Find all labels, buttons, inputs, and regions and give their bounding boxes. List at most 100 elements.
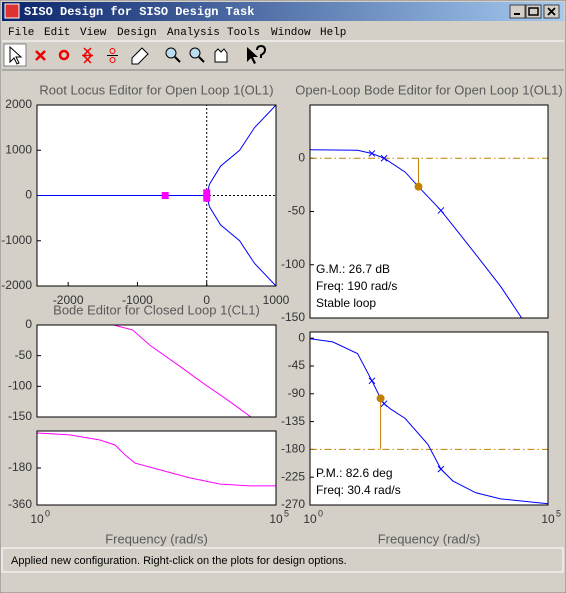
pole-marker (437, 465, 445, 473)
menu-item[interactable]: Window (271, 27, 311, 39)
y-tick-label: 0 (298, 330, 305, 344)
y-tick-label: -50 (15, 348, 33, 362)
y-tick-label: -150 (8, 409, 32, 423)
plot-lines (310, 149, 548, 318)
x-tick-exponent: 0 (318, 508, 323, 518)
curve (37, 432, 276, 487)
y-tick-label: -180 (281, 442, 305, 456)
curve (37, 325, 252, 417)
menu-item[interactable]: Analysis (167, 27, 220, 39)
zoom-handle (174, 56, 181, 63)
menu-item[interactable]: Help (320, 27, 346, 39)
question-icon (256, 44, 267, 58)
x-tick-label: -2000 (53, 293, 84, 307)
erase-tool[interactable] (131, 47, 149, 65)
plot-title: Root Locus Editor for Open Loop 1(OL1) (39, 82, 273, 97)
margin-marker (376, 394, 385, 403)
add-pole[interactable] (35, 50, 46, 61)
x-tick-label: 10 (30, 512, 44, 526)
pole-marker (203, 189, 211, 197)
annotation: Stable loop (316, 296, 376, 310)
y-tick-label: -1000 (1, 233, 32, 247)
y-tick-label: -45 (288, 358, 306, 372)
pole-marker (437, 207, 445, 214)
annotation: P.M.: 82.6 deg (316, 466, 393, 480)
plot-border (36, 104, 277, 287)
pan-tool[interactable] (214, 48, 228, 63)
axes[interactable]: Open-Loop Bode Editor for Open Loop 1(OL… (281, 82, 563, 324)
window-buttons (509, 4, 560, 19)
axes[interactable]: Bode Editor for Closed Loop 1(CL1) -150 -1… (8, 302, 277, 423)
y-tick-label: -2000 (1, 278, 32, 292)
y-tick-label: -90 (288, 386, 306, 400)
plot-border (309, 331, 549, 506)
plot-area (37, 431, 276, 505)
x-tick-exponent: 0 (45, 508, 50, 518)
zoom-handle (198, 56, 205, 63)
margin-marker (414, 182, 423, 191)
title-bar (2, 2, 564, 21)
pole-marker (368, 150, 376, 157)
x-axis-label: Frequency (rad/s) (378, 531, 481, 546)
window-title: SISO Design for SISO Design Task (24, 5, 254, 19)
help-tool[interactable] (247, 47, 258, 64)
y-tick-label: -180 (8, 460, 32, 474)
axes[interactable]: Frequency (rad/s) -270 -225 -180 -135 -90 -45 0… (281, 330, 561, 546)
add-zero[interactable] (58, 49, 70, 61)
axes[interactable]: Root Locus Editor for Open Loop 1(OL1) -2… (1, 82, 289, 307)
menu-item[interactable]: Tools (227, 27, 260, 39)
curve (310, 338, 548, 505)
pole-marker (368, 377, 376, 385)
y-tick-label: 0 (298, 150, 305, 164)
zoom-in[interactable] (165, 47, 177, 59)
plot-title: Bode Editor for Closed Loop 1(CL1) (53, 302, 260, 317)
plot-area (37, 325, 276, 417)
menu-item[interactable]: File (8, 27, 34, 39)
x-tick-label: 0 (203, 293, 210, 307)
x-tick-label: 1000 (263, 293, 290, 307)
plot-border (36, 324, 277, 418)
plot-title: Open-Loop Bode Editor for Open Loop 1(OL… (295, 82, 562, 97)
minimize-button[interactable] (509, 4, 526, 19)
y-tick-label: -100 (281, 257, 305, 271)
annotation: Freq: 190 rad/s (316, 279, 397, 293)
status-bar (1, 547, 564, 573)
y-tick-label: 2000 (5, 97, 32, 111)
zero-icon (109, 57, 116, 63)
curve (206, 105, 276, 196)
maximize-icon (528, 7, 539, 16)
annotation: G.M.: 26.7 dB (316, 262, 390, 276)
y-tick-label: -50 (288, 204, 306, 218)
menu-bar: File Edit View Design Analysis Tools Window Hel… (8, 27, 346, 39)
y-tick-label: -150 (281, 310, 305, 324)
menu-item[interactable]: Edit (44, 27, 70, 39)
plot-area (310, 332, 548, 505)
y-tick-label: 0 (25, 317, 32, 331)
plot-border (36, 430, 277, 506)
plot-area (310, 105, 548, 318)
x-axis-label: Frequency (rad/s) (105, 531, 208, 546)
add-complex-pole[interactable] (82, 47, 93, 64)
plot-lines (37, 431, 276, 487)
plot-lines (37, 325, 276, 417)
y-tick-label: -360 (8, 497, 32, 511)
y-tick-label: -270 (281, 497, 305, 511)
plot-lines (310, 338, 548, 505)
y-tick-label: 1000 (5, 142, 32, 156)
x-tick-label: 10 (269, 512, 283, 526)
menu-item[interactable]: View (80, 27, 107, 39)
curve (206, 195, 276, 286)
y-tick-label: -100 (8, 379, 32, 393)
zero-icon (109, 48, 116, 54)
y-tick-label: 0 (25, 188, 32, 202)
toolbar (3, 43, 267, 67)
y-tick-label: -225 (281, 469, 305, 483)
x-tick-exponent: 5 (556, 508, 561, 518)
menu-item[interactable]: Design (117, 27, 157, 39)
zoom-out[interactable] (189, 47, 201, 59)
status-text: Applied new configuration. Right-click o… (11, 555, 347, 567)
arrow-icon (9, 45, 23, 65)
plots: Root Locus Editor for Open Loop 1(OL1) -2… (1, 82, 562, 546)
